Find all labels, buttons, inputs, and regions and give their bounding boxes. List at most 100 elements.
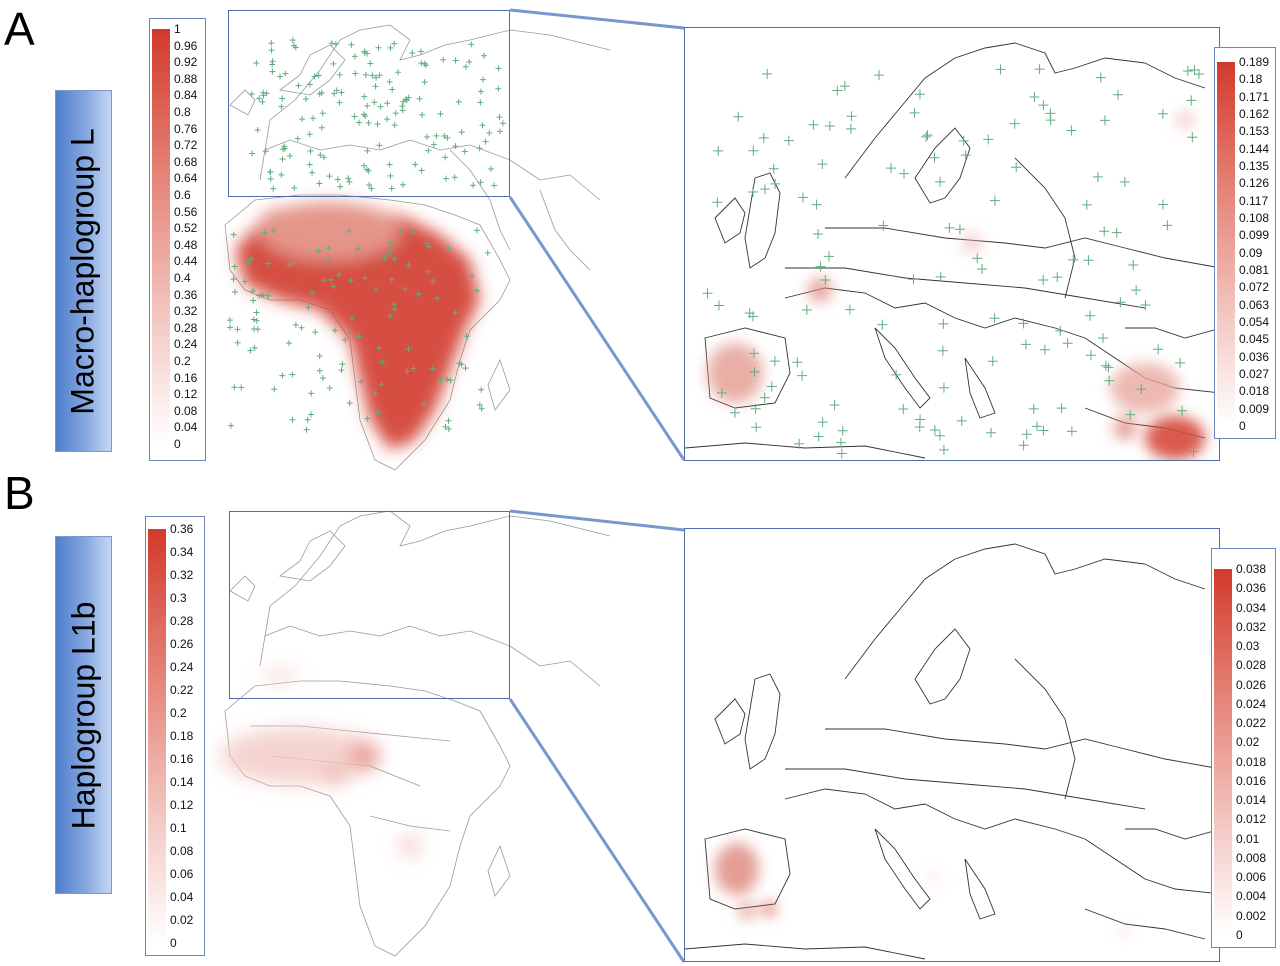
sample-marker (392, 110, 399, 117)
sample-marker (995, 64, 1006, 75)
sample-marker (1011, 162, 1022, 173)
sample-marker (290, 260, 297, 267)
sample-marker (312, 329, 319, 336)
sample-marker (447, 377, 454, 384)
sample-marker (227, 422, 234, 429)
sample-marker (290, 42, 297, 49)
legend-tick-label: 0 (174, 437, 181, 451)
sample-marker (256, 292, 263, 299)
sample-marker (938, 382, 949, 393)
sample-marker (362, 71, 369, 78)
sample-marker (1009, 118, 1020, 129)
sample-marker (250, 316, 257, 323)
legend-tick-label: 0.108 (1239, 211, 1270, 225)
color-scale-bar (148, 529, 166, 943)
legend-tick-label: 0.008 (1236, 850, 1267, 865)
sample-marker (922, 130, 933, 141)
sample-marker (1188, 446, 1199, 457)
sample-marker (813, 228, 824, 239)
sample-marker (956, 415, 967, 426)
sample-marker (253, 309, 260, 316)
legend-tick-label: 0.12 (174, 387, 198, 402)
sample-marker (378, 381, 385, 388)
sample-marker (347, 277, 354, 284)
sample-marker (409, 49, 416, 56)
sample-marker (1038, 100, 1049, 111)
sample-marker (386, 78, 393, 85)
sample-marker (835, 437, 846, 448)
sample-marker (361, 93, 368, 100)
sample-marker (1115, 297, 1126, 308)
sample-marker (338, 89, 345, 96)
legend-europe-a: 0.189 0.18 0.171 0.162 0.153 0.144 0.135 0.126 0… (1214, 47, 1276, 439)
sample-marker (837, 425, 848, 436)
sample-marker (470, 182, 477, 189)
sample-marker (267, 169, 274, 176)
legend-tick-label: 0.24 (170, 660, 194, 674)
sample-marker (405, 94, 412, 101)
sample-marker (326, 173, 333, 180)
sample-marker (412, 161, 419, 168)
sample-marker (430, 278, 437, 285)
sample-marker (430, 141, 437, 148)
sample-marker (315, 72, 322, 79)
side-label-b-text: Haplogroup L1b (65, 601, 102, 829)
sample-marker (954, 224, 965, 235)
sample-marker (278, 103, 285, 110)
sample-marker (391, 40, 398, 47)
sample-marker (397, 228, 404, 235)
sample-marker (908, 274, 919, 285)
sample-marker (346, 400, 353, 407)
sample-marker (422, 62, 429, 69)
legend-tick-label: 0.034 (1236, 600, 1267, 615)
sample-marker (452, 143, 459, 150)
sample-marker (388, 276, 395, 283)
sample-marker (824, 121, 835, 132)
sample-marker (271, 386, 278, 393)
legend-tick-label: 0.004 (1236, 889, 1267, 904)
sample-marker (306, 81, 313, 88)
sample-marker (1085, 310, 1096, 321)
legend-tick-label: 0.014 (1236, 793, 1267, 808)
sample-marker (371, 99, 378, 106)
sample-marker (437, 377, 444, 384)
sample-marker (491, 182, 498, 189)
legend-tick-label: 0 (170, 936, 177, 950)
legend-tick-label: 0.099 (1239, 228, 1270, 243)
sample-marker (944, 222, 955, 233)
sample-marker (251, 344, 258, 351)
sample-marker (1018, 318, 1029, 329)
sample-marker (766, 381, 777, 392)
sample-marker (351, 53, 358, 60)
sample-marker (374, 121, 381, 128)
sample-marker (358, 378, 365, 385)
legend-tick-label: 0.34 (170, 545, 194, 559)
sample-marker (452, 309, 459, 316)
sample-marker (733, 111, 744, 122)
sample-marker (1140, 299, 1151, 310)
sample-marker (751, 422, 762, 433)
legend-tick-label: 0.8 (174, 105, 191, 119)
sample-marker (1039, 344, 1050, 355)
sample-marker (1034, 64, 1045, 75)
sample-marker (486, 129, 493, 136)
sample-marker (899, 168, 910, 179)
sample-marker (1162, 220, 1173, 231)
legend-tick-label: 0.16 (174, 370, 198, 385)
sample-marker (418, 167, 425, 174)
sample-marker (363, 166, 370, 173)
heat-layer-europe-a (707, 111, 1205, 460)
sample-marker (972, 253, 983, 264)
sample-marker (333, 87, 340, 94)
sample-marker (354, 245, 361, 252)
sample-marker (1038, 425, 1049, 436)
sample-marker (1131, 285, 1142, 296)
sample-marker (325, 256, 332, 263)
sample-marker (1175, 357, 1186, 368)
sample-marker (817, 417, 828, 428)
world-map-b-svg (220, 510, 610, 957)
sample-marker (399, 107, 406, 114)
sample-marker (331, 90, 338, 97)
legend-tick-label: 0.153 (1239, 124, 1270, 139)
sample-marker (1157, 108, 1168, 119)
